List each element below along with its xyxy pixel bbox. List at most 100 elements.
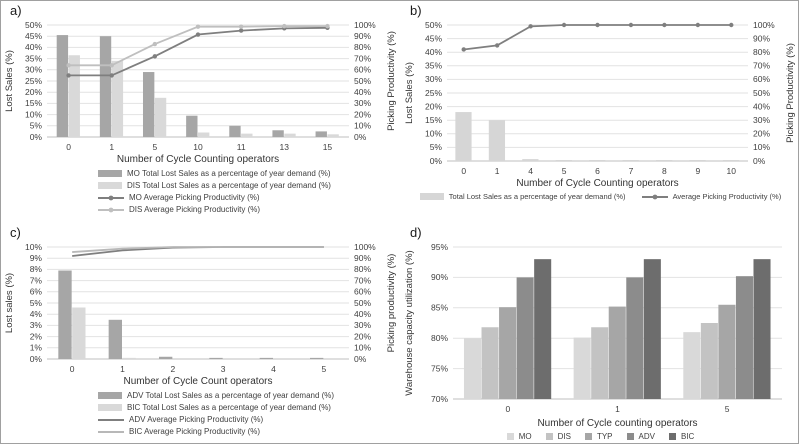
bar xyxy=(735,276,753,399)
bar xyxy=(122,357,136,359)
y-tick-label: 0% xyxy=(30,354,43,364)
x-tick-label: 9 xyxy=(695,166,700,176)
legend-swatch xyxy=(545,433,553,440)
y-tick-label: 8% xyxy=(30,264,43,274)
x-tick-label: 0 xyxy=(505,404,510,414)
bar xyxy=(327,134,339,137)
legend-swatch xyxy=(506,433,514,440)
x-tick-label: 2 xyxy=(170,364,175,374)
legend-item: DIS Total Lost Sales as a percentage of … xyxy=(98,181,401,190)
bar xyxy=(111,60,124,138)
y2-tick-label: 80% xyxy=(753,47,770,57)
y-tick-label: 40% xyxy=(25,42,42,52)
y2-tick-label: 70% xyxy=(354,275,371,285)
y2-tick-label: 80% xyxy=(354,42,371,52)
y2-tick-label: 10% xyxy=(354,343,371,353)
legend-item: Total Lost Sales as a percentage of year… xyxy=(419,192,626,201)
bar xyxy=(68,55,80,137)
bar xyxy=(573,337,591,399)
bar xyxy=(643,259,661,399)
legend-swatch xyxy=(584,433,592,440)
y2-tick-label: 0% xyxy=(753,156,766,166)
legend-label: Total Lost Sales as a percentage of year… xyxy=(448,192,626,201)
y2-tick-label: 90% xyxy=(753,33,770,43)
chart-a-svg: 0%5%10%15%20%25%30%35%40%45%50%0%10%20%3… xyxy=(4,20,397,165)
panel-a: a) 0% 5% 10% 15% 20% 25% 30% 35% 40% 45% 50% 0% 10% 2… xyxy=(1,1,401,223)
chart-d: 70% 75% 80% 85% 90% 95% 0 1 5 Number of Cycle cou… xyxy=(401,239,798,431)
y-tick-label: 90% xyxy=(431,272,448,282)
y-tick-label: 15% xyxy=(425,115,442,125)
bar xyxy=(315,131,327,137)
legend-line-swatch xyxy=(641,194,668,199)
chart-b: 0% 5% 10% 15% 20% 25% 30% 35% 40% 45% 50% 0% 10% 20% 3… xyxy=(401,17,798,191)
y-axis-title: Lost Sales (%) xyxy=(404,62,415,124)
line-marker xyxy=(561,22,567,28)
y2-tick-label: 10% xyxy=(753,142,770,152)
bar xyxy=(589,160,606,161)
y2-tick-label: 70% xyxy=(354,53,371,63)
legend-swatch xyxy=(668,433,676,440)
legend-item: BIC Total Lost Sales as a percentage of … xyxy=(98,403,401,412)
x-tick-label: 6 xyxy=(595,166,600,176)
legend-item: ADV Total Lost Sales as a percentage of … xyxy=(98,391,401,400)
bar xyxy=(198,132,210,137)
legend-item: Average Picking Productivity (%) xyxy=(641,192,781,201)
bar xyxy=(229,125,241,137)
x-tick-label: 1 xyxy=(109,142,114,152)
y-tick-label: 0% xyxy=(430,156,443,166)
x-axis-title: Number of Cycle Counting operators xyxy=(117,154,279,165)
x-tick-label: 5 xyxy=(562,166,567,176)
legend-item: ADV xyxy=(626,432,655,441)
legend-item: BIC xyxy=(668,432,694,441)
y-tick-label: 10% xyxy=(425,129,442,139)
legend-line-marker xyxy=(652,194,657,199)
y2-tick-label: 40% xyxy=(753,101,770,111)
line-marker xyxy=(494,43,500,48)
bar xyxy=(488,120,506,161)
bar xyxy=(309,357,324,359)
legend-item: DIS Average Picking Productivity (%) xyxy=(98,205,401,214)
y-tick-label: 30% xyxy=(25,65,42,75)
panel-b: b) 0% 5% 10% 15% 20% 25% 30% 35% 40% 45% 50% 0% 10% 2… xyxy=(401,1,798,223)
bar xyxy=(522,159,539,161)
bar xyxy=(158,356,173,359)
y-tick-label: 5% xyxy=(30,298,43,308)
x-tick-label: 1 xyxy=(120,364,125,374)
y-tick-label: 45% xyxy=(25,31,42,41)
x-tick-label: 11 xyxy=(237,142,246,152)
x-axis-title: Number of Cycle Count operators xyxy=(124,376,273,387)
bar xyxy=(622,160,639,161)
y2-tick-label: 90% xyxy=(354,31,371,41)
bar xyxy=(272,130,284,137)
bar xyxy=(626,277,644,399)
y2-tick-label: 80% xyxy=(354,264,371,274)
y-tick-label: 85% xyxy=(431,303,448,313)
panel-label-c: c) xyxy=(10,225,21,240)
bar xyxy=(154,97,167,137)
y-tick-label: 5% xyxy=(30,121,43,131)
bar xyxy=(656,160,673,161)
y-axis-title: Warehouse capacity utilization (%) xyxy=(404,250,415,395)
line-marker xyxy=(662,22,667,28)
x-tick-label: 0 xyxy=(66,142,71,152)
y-tick-label: 95% xyxy=(431,242,448,252)
line-marker xyxy=(195,32,201,37)
legend-label: ADV Average Picking Productivity (%) xyxy=(129,415,264,424)
y2-tick-label: 20% xyxy=(753,129,770,139)
y-tick-label: 20% xyxy=(25,87,42,97)
line-marker xyxy=(528,24,533,29)
y2-tick-label: 30% xyxy=(354,320,371,330)
y2-tick-label: 30% xyxy=(354,98,371,108)
x-tick-label: 5 xyxy=(725,404,730,414)
panel-c: c) 0% 1% 2% 3% 4% 5% 6% 7% 8% 9% 10% 0% 10% 20% 30% 40%… xyxy=(1,223,401,443)
legend-item: MO Average Picking Productivity (%) xyxy=(98,193,401,202)
legend-line-swatch xyxy=(98,207,124,212)
bar xyxy=(555,160,572,161)
legend-item: DIS xyxy=(545,432,571,441)
bar xyxy=(259,357,273,359)
y-axis-title: Lost sales (%) xyxy=(4,273,15,333)
x-axis-title: Number of Cycle counting operators xyxy=(537,418,697,429)
x-tick-label: 5 xyxy=(321,364,326,374)
bar xyxy=(516,277,534,399)
